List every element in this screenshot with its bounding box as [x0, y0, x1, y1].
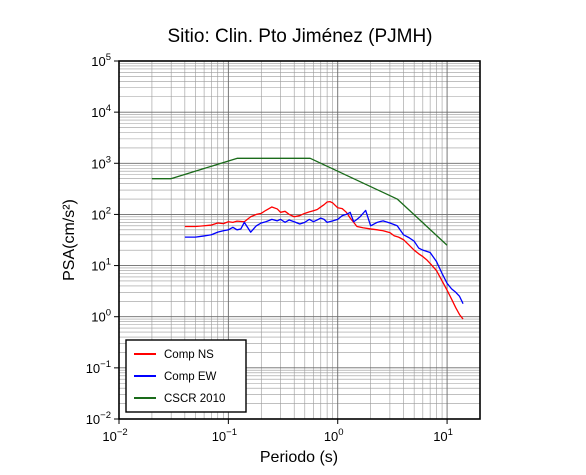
y-tick-exponent: 5: [106, 52, 111, 63]
y-tick-label: 104: [91, 103, 111, 120]
y-tick-base: 10: [91, 105, 105, 120]
y-tick-exponent: −2: [100, 410, 111, 421]
y-tick-label: 102: [91, 205, 111, 222]
chart-title: Sitio: Clin. Pto Jiménez (PJMH): [167, 26, 432, 47]
x-tick-exponent: 0: [338, 427, 343, 438]
legend-label: Comp EW: [164, 371, 217, 383]
y-tick-exponent: 1: [106, 257, 111, 268]
y-tick-exponent: 0: [106, 308, 111, 319]
x-tick-exponent: −2: [117, 427, 128, 438]
x-tick-exponent: 1: [448, 427, 453, 438]
x-tick-label: 10−2: [102, 427, 127, 444]
x-tick-label: 101: [433, 427, 453, 444]
x-tick-exponent: −1: [226, 427, 237, 438]
y-tick-base: 10: [91, 310, 105, 325]
minor-grid: [119, 61, 481, 419]
legend-label: CSCR 2010: [164, 393, 225, 405]
y-axis-label: PSA(cm/s²): [61, 199, 78, 281]
y-tick-label: 105: [91, 52, 111, 69]
y-tick-base: 10: [91, 259, 105, 274]
series-line-comp-ns: [184, 200, 464, 320]
y-tick-label: 10−2: [86, 410, 111, 427]
x-axis-label: Periodo (s): [260, 449, 338, 466]
y-tick-base: 10: [86, 361, 100, 376]
y-tick-label: 101: [91, 257, 111, 274]
x-tick-label: 10−1: [212, 427, 237, 444]
series-line-comp-ew: [184, 209, 464, 304]
y-tick-base: 10: [91, 54, 105, 69]
y-tick-exponent: 3: [106, 154, 111, 165]
y-tick-base: 10: [91, 156, 105, 171]
legend: Comp NS Comp EW CSCR 2010: [125, 339, 247, 413]
legend-label: Comp NS: [164, 349, 214, 361]
y-tick-base: 10: [91, 207, 105, 222]
y-tick-exponent: 4: [106, 103, 111, 114]
series-layer: [151, 157, 464, 320]
y-tick-exponent: 2: [106, 205, 111, 216]
plot-frame: [118, 60, 481, 420]
series-line-cscr-2010: [151, 157, 448, 246]
x-tick-label: 100: [324, 427, 344, 444]
y-tick-base: 10: [86, 412, 100, 427]
x-axis-ticks: 10−2 10−1 100 101: [102, 419, 453, 444]
y-tick-exponent: −1: [100, 359, 111, 370]
y-tick-label: 103: [91, 154, 111, 171]
y-tick-label: 10−1: [86, 359, 111, 376]
y-tick-label: 100: [91, 308, 111, 325]
